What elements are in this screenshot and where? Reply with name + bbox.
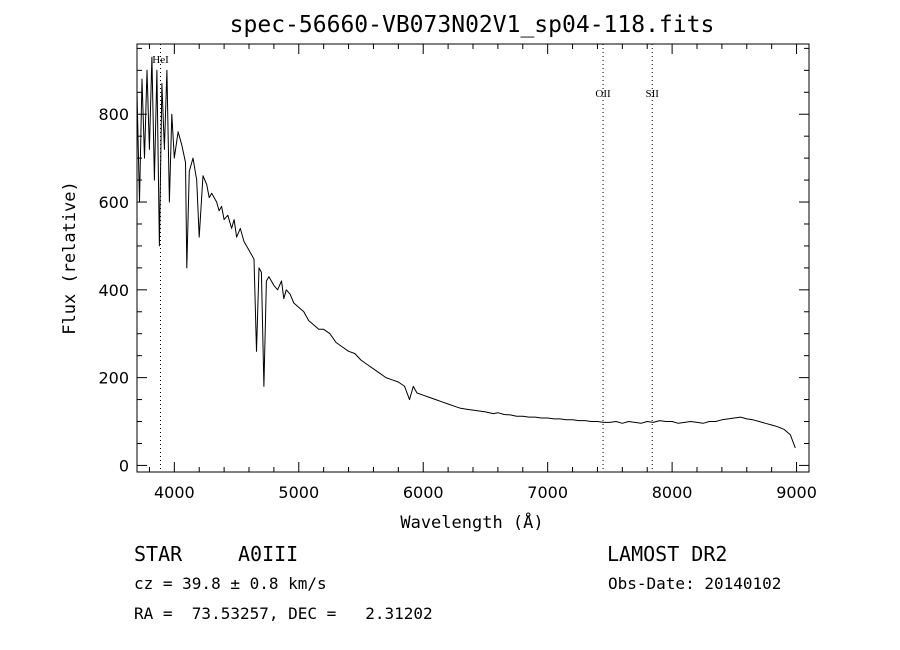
y-tick-label: 200 bbox=[98, 369, 129, 388]
x-tick-label: 5000 bbox=[278, 483, 319, 502]
y-tick-label: 400 bbox=[98, 281, 129, 300]
spectral-line-markers: HeI OII SII bbox=[152, 44, 659, 472]
survey-name: LAMOST DR2 bbox=[607, 542, 728, 566]
x-tick-label: 8000 bbox=[652, 483, 693, 502]
y-axis-label: Flux (relative) bbox=[60, 181, 80, 335]
obs-date-text: Obs-Date: 20140102 bbox=[608, 574, 782, 593]
x-tick-label: 6000 bbox=[403, 483, 444, 502]
coordinates-text: RA = 73.53257, DEC = 2.31202 bbox=[134, 604, 433, 623]
spectral-line-label: OII bbox=[595, 88, 611, 100]
x-axis-label: Wavelength (Å) bbox=[400, 511, 543, 533]
spectral-line-label: SII bbox=[645, 88, 659, 100]
plot-frame bbox=[136, 43, 810, 473]
x-tick-label: 4000 bbox=[154, 483, 195, 502]
x-tick-label: 9000 bbox=[776, 483, 817, 502]
axis-ticks: 4000 5000 6000 7000 8000 9000 0 200 400 600 800 bbox=[98, 44, 817, 502]
y-tick-label: 800 bbox=[98, 105, 129, 124]
redshift-text: cz = 39.8 ± 0.8 km/s bbox=[134, 574, 327, 593]
object-class: STAR bbox=[134, 542, 183, 566]
chart-title: spec-56660-VB073N02V1_sp04-118.fits bbox=[230, 12, 715, 38]
x-tick-label: 7000 bbox=[527, 483, 568, 502]
spectrum-series bbox=[136, 56, 796, 449]
y-tick-label: 0 bbox=[119, 456, 129, 475]
y-tick-label: 600 bbox=[98, 193, 129, 212]
spectral-line-label: HeI bbox=[152, 54, 169, 66]
spectrum-line-0 bbox=[136, 56, 796, 449]
spectral-subclass: A0III bbox=[238, 542, 299, 566]
